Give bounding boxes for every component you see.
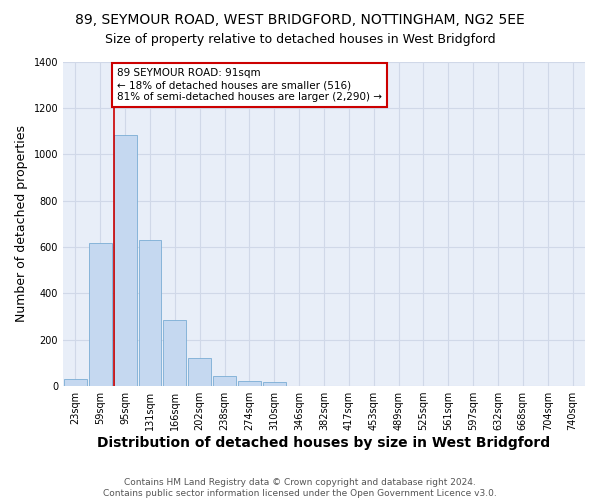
Bar bbox=[139, 240, 161, 386]
Bar bbox=[89, 244, 112, 386]
Bar bbox=[114, 134, 137, 386]
Bar bbox=[213, 376, 236, 386]
Bar bbox=[238, 381, 261, 386]
Text: Contains HM Land Registry data © Crown copyright and database right 2024.
Contai: Contains HM Land Registry data © Crown c… bbox=[103, 478, 497, 498]
Bar bbox=[188, 358, 211, 386]
X-axis label: Distribution of detached houses by size in West Bridgford: Distribution of detached houses by size … bbox=[97, 436, 551, 450]
Bar bbox=[64, 379, 87, 386]
Text: 89, SEYMOUR ROAD, WEST BRIDGFORD, NOTTINGHAM, NG2 5EE: 89, SEYMOUR ROAD, WEST BRIDGFORD, NOTTIN… bbox=[75, 12, 525, 26]
Text: Size of property relative to detached houses in West Bridgford: Size of property relative to detached ho… bbox=[104, 32, 496, 46]
Bar bbox=[263, 382, 286, 386]
Text: 89 SEYMOUR ROAD: 91sqm
← 18% of detached houses are smaller (516)
81% of semi-de: 89 SEYMOUR ROAD: 91sqm ← 18% of detached… bbox=[117, 68, 382, 102]
Bar bbox=[163, 320, 187, 386]
Y-axis label: Number of detached properties: Number of detached properties bbox=[15, 126, 28, 322]
